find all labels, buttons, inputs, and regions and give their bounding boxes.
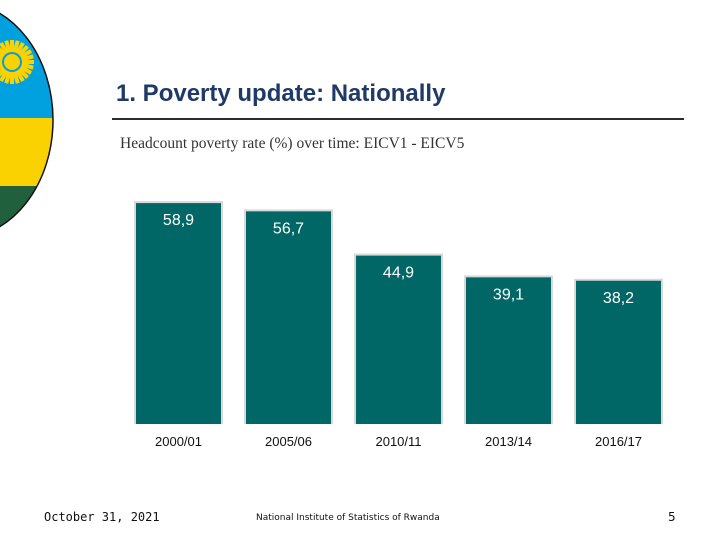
bar-value-label: 58,9 xyxy=(163,212,194,229)
footer-date: October 31, 2021 xyxy=(44,510,160,524)
bar-2000/01 xyxy=(136,203,221,424)
x-tick-label: 2005/06 xyxy=(265,434,312,449)
bar-value-label: 38,2 xyxy=(603,290,634,307)
footer-organization: National Institute of Statistics of Rwan… xyxy=(256,513,440,523)
chart-title: Headcount poverty rate (%) over time: EI… xyxy=(120,135,465,152)
title-divider xyxy=(112,118,684,120)
bar-2013/14 xyxy=(466,277,551,424)
bar-2005/06 xyxy=(246,211,331,424)
x-tick-label: 2000/01 xyxy=(155,434,202,449)
x-tick-label: 2010/11 xyxy=(375,434,421,449)
rwanda-flag-icon xyxy=(0,2,54,238)
bar-chart: Headcount poverty rate (%) over time: EI… xyxy=(120,135,663,449)
page-title: 1. Poverty update: Nationally xyxy=(116,80,446,107)
bar-value-label: 56,7 xyxy=(273,220,304,237)
bar-2010/11 xyxy=(356,255,441,424)
page-number: 5 xyxy=(668,510,676,524)
x-tick-label: 2013/14 xyxy=(485,434,532,449)
x-tick-label: 2016/17 xyxy=(595,434,642,449)
bar-2016/17 xyxy=(576,280,661,424)
bar-value-label: 44,9 xyxy=(383,265,414,282)
bar-value-label: 39,1 xyxy=(493,286,524,303)
